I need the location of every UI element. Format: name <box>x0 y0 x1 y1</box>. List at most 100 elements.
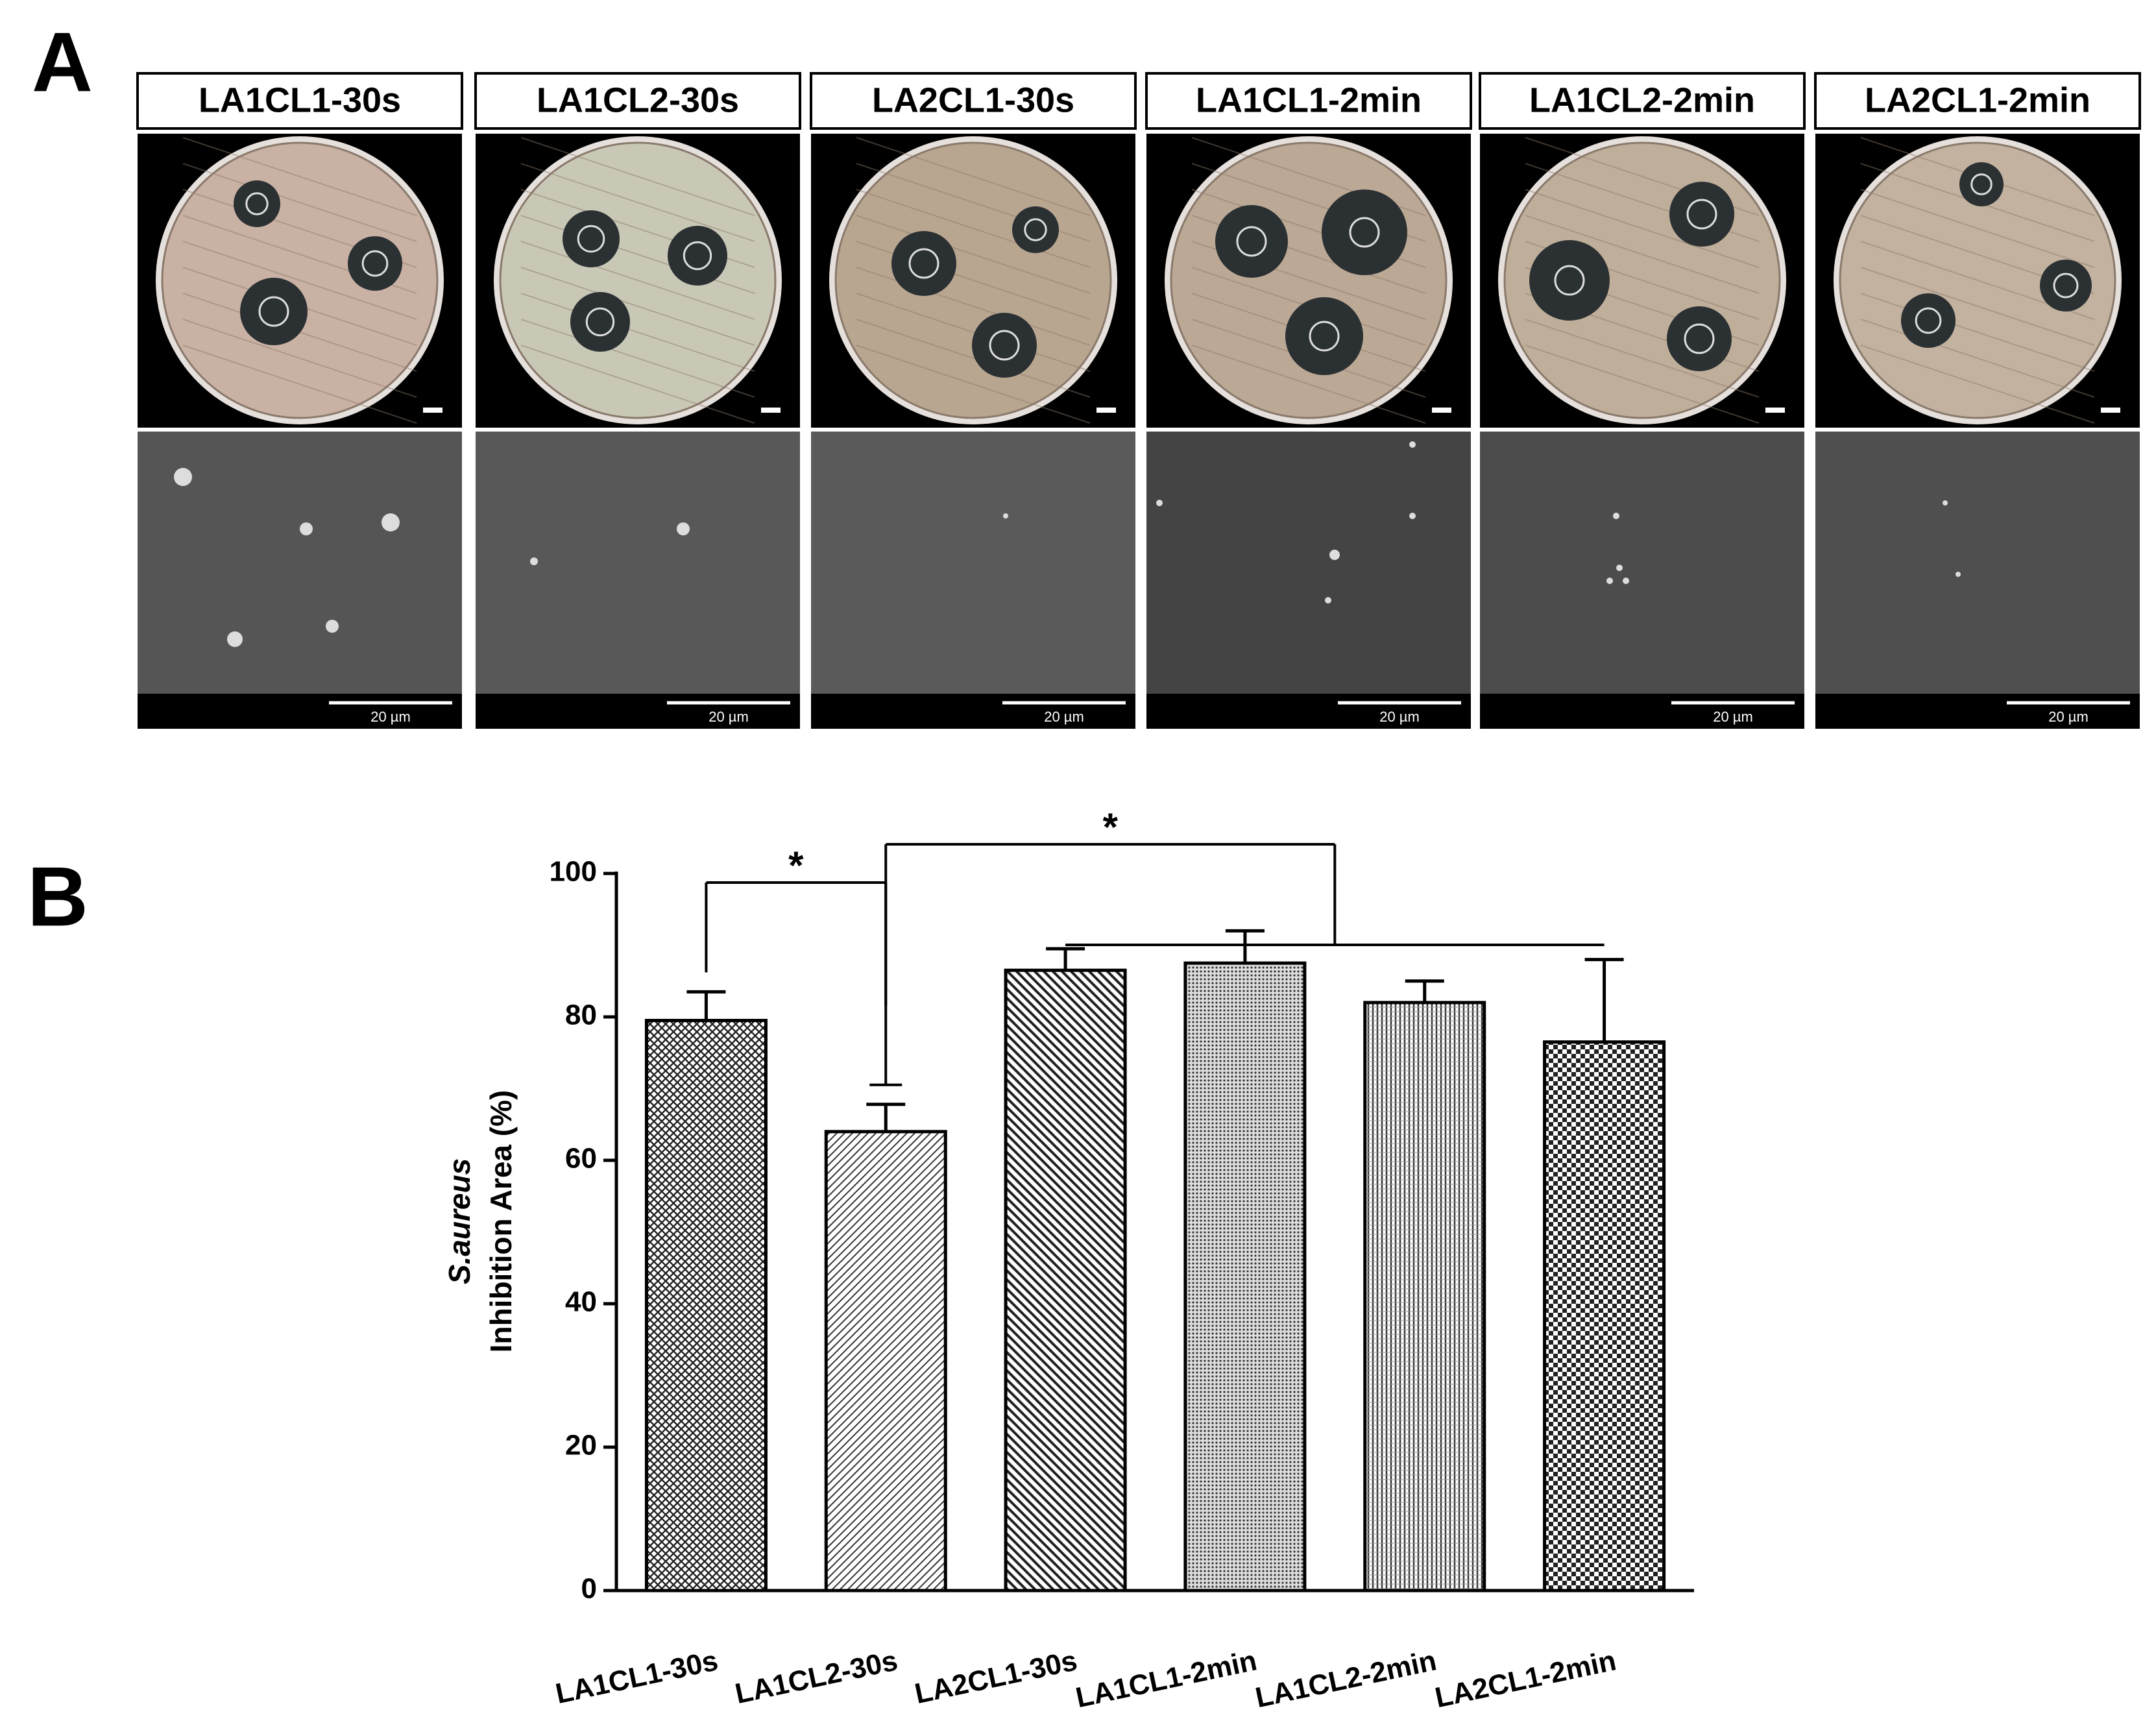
inhibition-zone <box>348 236 402 291</box>
sem-particle <box>1616 565 1623 571</box>
label-box <box>1145 72 1472 130</box>
disc <box>1309 321 1340 352</box>
x-tick-label: LA1CL1-2min <box>1073 1644 1260 1714</box>
inhibition-zone <box>1215 205 1288 278</box>
sem-particle <box>1956 572 1961 577</box>
sem-scale-label: 20 µm <box>370 709 411 725</box>
disc <box>683 241 712 271</box>
y-tick-label: 60 <box>565 1143 597 1175</box>
sem-info-bar <box>811 694 1135 729</box>
x-tick-label: LA1CL1-30s <box>553 1644 721 1710</box>
label-box <box>810 72 1137 130</box>
plate-agar <box>161 141 439 419</box>
photo-label: LA2CL1-30s <box>872 80 1074 119</box>
sem-info-bar <box>1480 694 1804 729</box>
sem-particle <box>300 522 313 535</box>
inhibition-zone <box>891 231 956 296</box>
disc <box>1970 173 1992 195</box>
inhibition-zone <box>1669 182 1734 247</box>
inhibition-zone <box>2040 260 2092 311</box>
bacterial-streak <box>1525 215 1760 294</box>
bacterial-streak <box>1860 293 2095 372</box>
y-axis-label: S.aureus <box>442 1158 476 1284</box>
inhibition-zone <box>972 313 1037 378</box>
sem-particle <box>1613 513 1619 519</box>
bacterial-streak <box>182 137 417 216</box>
disc <box>585 307 615 337</box>
disc <box>577 225 605 253</box>
label-box <box>1479 72 1806 130</box>
disc <box>1236 226 1267 257</box>
bacterial-streak <box>520 241 755 320</box>
bacterial-streak <box>520 215 755 294</box>
bar <box>644 1019 768 1593</box>
bacterial-streak <box>520 137 755 216</box>
inhibition-zone <box>668 226 727 286</box>
bar <box>1004 968 1127 1593</box>
disc <box>1554 265 1585 296</box>
scale-bar <box>2101 408 2120 413</box>
sem-particle <box>1003 513 1008 519</box>
x-tick-label: LA2CL1-2min <box>1432 1644 1619 1714</box>
sem-particle <box>1606 578 1613 584</box>
sem-particle <box>174 468 192 486</box>
inhibition-zone <box>240 278 308 345</box>
y-tick-label: 100 <box>550 856 597 888</box>
sem-image <box>1480 432 1804 694</box>
inhibition-zone <box>234 180 280 227</box>
disc <box>1915 307 1942 334</box>
inhibition-zone <box>1901 293 1956 348</box>
scale-bar <box>1432 408 1451 413</box>
plate-agar <box>1839 141 2116 419</box>
sem-particle <box>1156 500 1163 506</box>
bacterial-streak <box>856 345 1091 424</box>
inhibition-zone <box>570 292 630 352</box>
bacterial-streak <box>856 215 1091 294</box>
sem-image <box>811 432 1135 694</box>
sem-particle <box>326 620 339 633</box>
photo-label: LA2CL1-2min <box>1865 80 2090 119</box>
bacterial-streak <box>1525 319 1760 398</box>
photo-label: LA1CL2-30s <box>537 80 739 119</box>
y-tick-label: 40 <box>565 1286 597 1318</box>
sem-image <box>1146 432 1471 694</box>
sem-scale-label: 20 µm <box>1713 709 1753 725</box>
sem-scale-label: 20 µm <box>2048 709 2089 725</box>
bacterial-streak <box>520 163 755 242</box>
disc <box>1684 323 1715 354</box>
x-tick-label: LA2CL1-30s <box>912 1644 1080 1710</box>
disc <box>989 330 1020 361</box>
sem-particle <box>382 513 400 531</box>
bacterial-streak <box>520 345 755 424</box>
significance-star: * <box>1103 805 1119 849</box>
disc <box>1686 199 1717 230</box>
bar <box>1363 1001 1486 1593</box>
significance-star: * <box>788 844 804 887</box>
bacterial-streak <box>1191 345 1426 424</box>
inhibition-zone <box>1285 297 1363 375</box>
label-box <box>1814 72 2141 130</box>
y-axis-label: Inhibition Area (%) <box>484 1090 518 1353</box>
disc <box>908 248 939 279</box>
panel-label: A <box>32 14 93 109</box>
bar <box>1183 961 1307 1593</box>
disc <box>361 250 389 277</box>
plate-agar <box>499 141 777 419</box>
sem-particle <box>677 522 690 535</box>
x-tick-label: LA1CL2-30s <box>733 1644 901 1710</box>
bacterial-streak <box>856 137 1091 216</box>
disc <box>1349 217 1380 248</box>
disc <box>245 192 269 215</box>
disc <box>258 296 289 327</box>
bacterial-streak <box>520 267 755 346</box>
bacterial-streak <box>856 189 1091 268</box>
bacterial-streak <box>1525 189 1760 268</box>
sem-image <box>1815 432 2140 694</box>
scale-bar <box>423 408 442 413</box>
label-box <box>136 72 463 130</box>
sem-scale-label: 20 µm <box>709 709 749 725</box>
bacterial-streak <box>182 345 417 424</box>
sem-particle <box>1943 500 1948 506</box>
bar <box>1543 1040 1666 1593</box>
